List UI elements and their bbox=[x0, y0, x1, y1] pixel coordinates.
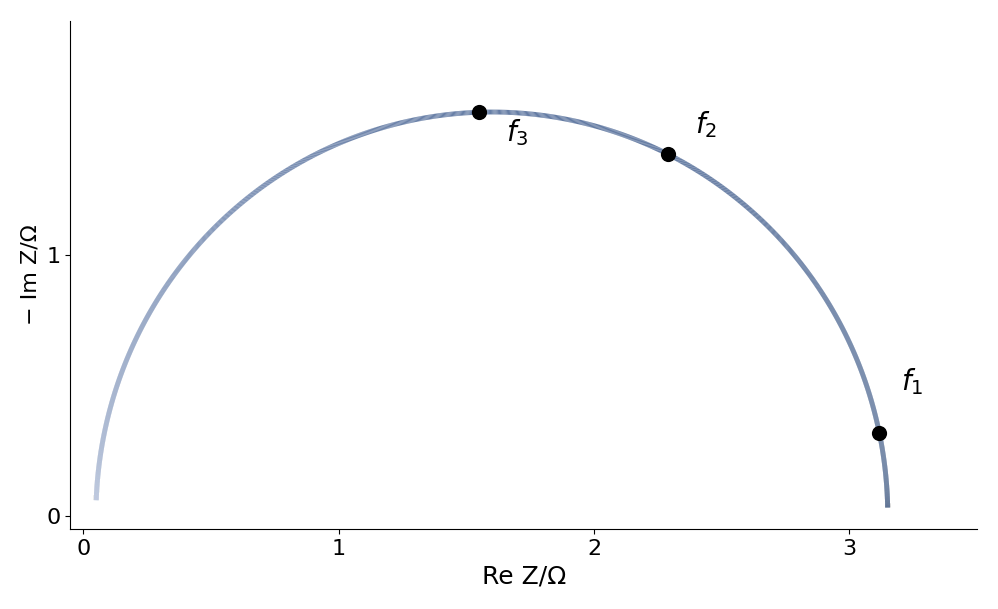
Text: $f_3$: $f_3$ bbox=[506, 118, 529, 149]
Point bbox=[661, 149, 677, 159]
Text: $f_1$: $f_1$ bbox=[901, 366, 923, 397]
Text: $f_2$: $f_2$ bbox=[695, 109, 718, 139]
Y-axis label: − Im Z/Ω: − Im Z/Ω bbox=[21, 225, 41, 325]
X-axis label: Re Z/Ω: Re Z/Ω bbox=[482, 564, 566, 588]
Point bbox=[471, 107, 487, 117]
Point bbox=[871, 429, 887, 438]
